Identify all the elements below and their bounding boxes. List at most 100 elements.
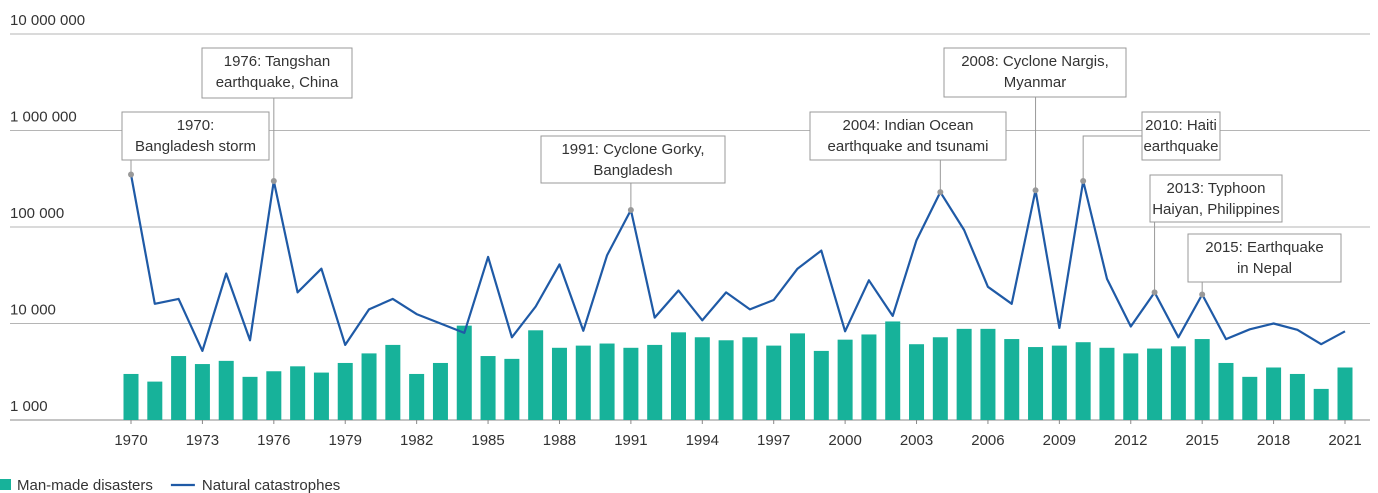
x-tick-label: 1982 (400, 432, 433, 449)
y-tick-label: 10 000 000 (10, 12, 85, 29)
annotation-dot (1080, 177, 1087, 184)
x-tick-label: 1988 (543, 432, 576, 449)
annotation-dot (1199, 291, 1206, 298)
annotation-text: 1991: Cyclone Gorky, (561, 141, 704, 158)
bar (290, 366, 306, 420)
bar (956, 328, 972, 420)
bar (551, 347, 567, 420)
bar (694, 337, 710, 420)
x-tick-label: 2015 (1185, 432, 1218, 449)
x-tick-label: 1997 (757, 432, 790, 449)
x-tick-label: 2009 (1043, 432, 1076, 449)
bar (1028, 347, 1044, 420)
annotation-text: 2004: Indian Ocean (843, 117, 974, 134)
y-tick-label: 100 000 (10, 205, 64, 222)
x-tick-label: 1979 (329, 432, 362, 449)
annotation-dot (627, 207, 634, 214)
bar (1289, 373, 1305, 420)
annotation-box (121, 111, 270, 161)
bar (932, 337, 948, 420)
bar (1004, 339, 1020, 420)
bar (1242, 376, 1258, 420)
x-tick-label: 2000 (828, 432, 861, 449)
bar (1051, 345, 1067, 420)
bar (861, 334, 877, 420)
annotation-box (809, 111, 1007, 161)
bar (123, 373, 139, 420)
annotation-box (943, 47, 1127, 98)
annotation-text: Bangladesh (593, 162, 672, 179)
bar (599, 343, 615, 420)
annotation-text: 1976: Tangshan (224, 53, 331, 70)
bar (813, 350, 829, 420)
x-tick-label: 2003 (900, 432, 933, 449)
bar (313, 372, 329, 420)
annotation-text: Haiyan, Philippines (1152, 201, 1280, 218)
bar (1075, 342, 1091, 420)
bar (1337, 367, 1353, 420)
bar (528, 330, 544, 420)
annotation-text: Bangladesh storm (135, 138, 256, 155)
bar (409, 373, 425, 420)
bar (1313, 388, 1329, 420)
annotation-text: 1970: (177, 117, 215, 134)
legend-label: Man-made disasters (17, 477, 153, 493)
bar (171, 356, 187, 420)
annotation-dot (1032, 187, 1039, 194)
x-tick-label: 1976 (257, 432, 290, 449)
annotation-box (1149, 174, 1283, 223)
annotation-text: 2008: Cyclone Nargis, (961, 53, 1109, 70)
bar (980, 328, 996, 420)
legend-swatch (0, 479, 11, 490)
x-tick-label: 2006 (971, 432, 1004, 449)
bar (766, 345, 782, 420)
annotation-text: Myanmar (1004, 74, 1067, 91)
bar (670, 332, 686, 420)
bar (218, 360, 234, 420)
bar (456, 325, 472, 420)
annotation-text: 2013: Typhoon (1167, 180, 1266, 197)
bar (1170, 346, 1186, 420)
bar (790, 333, 806, 420)
bar (1123, 353, 1139, 420)
y-tick-label: 1 000 000 (10, 109, 77, 126)
bar (194, 364, 210, 420)
bar (385, 344, 401, 420)
annotation-text: 2010: Haiti (1145, 117, 1217, 134)
annotation-text: earthquake (1143, 138, 1218, 155)
x-tick-label: 1973 (186, 432, 219, 449)
line (129, 174, 1346, 352)
bar (718, 340, 734, 420)
x-tick-label: 1985 (471, 432, 504, 449)
bar (361, 353, 377, 420)
x-tick-label: 1991 (614, 432, 647, 449)
bar (1266, 367, 1282, 420)
y-tick-label: 10 000 (10, 302, 56, 319)
bar (885, 321, 901, 420)
bar (837, 339, 853, 420)
x-tick-label: 2021 (1328, 432, 1361, 449)
annotation-text: earthquake and tsunami (828, 138, 989, 155)
annotation-dot (270, 177, 277, 184)
annotation-text: in Nepal (1237, 260, 1292, 277)
legend-label: Natural catastrophes (202, 477, 340, 493)
bar (266, 371, 282, 420)
annotation-dot (937, 189, 944, 196)
annotation-dot (128, 171, 134, 178)
bar (242, 376, 258, 420)
annotation-box (1141, 111, 1221, 161)
x-tick-label: 2018 (1257, 432, 1290, 449)
bar (480, 356, 496, 420)
annotation-dot (1151, 289, 1158, 296)
annotation-text: 2015: Earthquake (1205, 239, 1323, 256)
annotation-leader (1082, 135, 1142, 181)
annotation-box (540, 135, 726, 184)
bar (575, 345, 591, 420)
bar (432, 362, 448, 420)
y-tick-label: 1 000 (10, 398, 48, 415)
annotation-box (1187, 233, 1342, 283)
bar (504, 358, 520, 420)
bar (1194, 339, 1210, 420)
x-tick-label: 1994 (686, 432, 719, 449)
